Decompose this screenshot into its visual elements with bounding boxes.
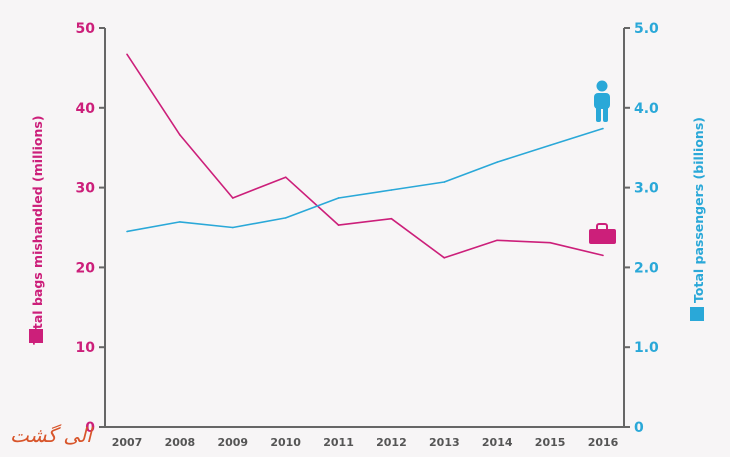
x-tick-label: 2010	[270, 436, 301, 449]
right-tick-label: 4.0	[634, 101, 659, 117]
right-tick-label: 3.0	[634, 181, 659, 197]
x-tick-label: 2015	[535, 436, 566, 449]
bags-point	[231, 197, 234, 199]
left-tick-label: 20	[76, 260, 96, 276]
passengers-point	[284, 217, 287, 219]
left-tick-label: 40	[76, 101, 96, 117]
passengers-series-line	[126, 127, 604, 233]
passengers-point	[337, 197, 340, 199]
right-axis-label: Total passengers (billions)	[691, 117, 706, 303]
left-ticks: 0 10 20 30 40 50	[76, 21, 105, 436]
x-tick-label: 2008	[165, 436, 196, 449]
passengers-point	[126, 230, 128, 233]
right-tick-label: 1.0	[634, 340, 659, 356]
bags-point	[126, 53, 128, 56]
bags-legend-swatch	[29, 329, 43, 343]
x-tick-label: 2012	[376, 436, 407, 449]
watermark-text: الی گشت	[10, 423, 94, 447]
right-axis-title: Total passengers (billions)	[691, 117, 706, 303]
x-tick-label: 2011	[323, 436, 354, 449]
x-tick-label: 2016	[588, 436, 619, 449]
left-axis-title: Total bags mishandled (millions)	[30, 115, 45, 344]
x-tick-label: 2013	[429, 436, 460, 449]
left-tick-label: 0	[85, 420, 95, 436]
suitcase-icon	[589, 223, 616, 244]
passengers-point	[602, 127, 604, 130]
right-ticks: 0 1.0 2.0 3.0 4.0 5.0	[624, 21, 659, 436]
x-tick-label: 2007	[112, 436, 143, 449]
x-tick-label: 2009	[217, 436, 248, 449]
passengers-legend-swatch	[690, 307, 704, 321]
passengers-point	[390, 189, 393, 191]
bags-point	[284, 176, 287, 179]
bags-point	[443, 257, 446, 259]
right-tick-label: 5.0	[634, 21, 659, 37]
bags-point	[496, 239, 499, 242]
x-ticks: 2007 2008 2009 2010 2011 2012 2013 2014 2015 2016	[112, 436, 619, 449]
bags-series-line	[126, 53, 604, 259]
passengers-point	[443, 181, 446, 183]
left-tick-label: 50	[76, 21, 96, 37]
left-axis-label: Total bags mishandled (millions)	[30, 115, 45, 344]
left-tick-label: 10	[76, 340, 96, 356]
right-tick-label: 0	[634, 420, 644, 436]
passengers-point	[549, 144, 551, 147]
bags-point	[602, 254, 604, 257]
bags-point	[549, 241, 551, 244]
x-tick-label: 2014	[482, 436, 513, 449]
series-layer	[126, 53, 604, 259]
left-tick-label: 30	[76, 181, 96, 197]
bags-point	[337, 224, 340, 226]
axes	[104, 28, 625, 428]
right-tick-label: 2.0	[634, 260, 659, 276]
passengers-point	[496, 161, 499, 163]
bags-point	[179, 134, 181, 136]
passengers-point	[231, 226, 234, 229]
bags-point	[390, 217, 393, 220]
person-icon	[594, 80, 610, 122]
passengers-point	[179, 221, 181, 223]
